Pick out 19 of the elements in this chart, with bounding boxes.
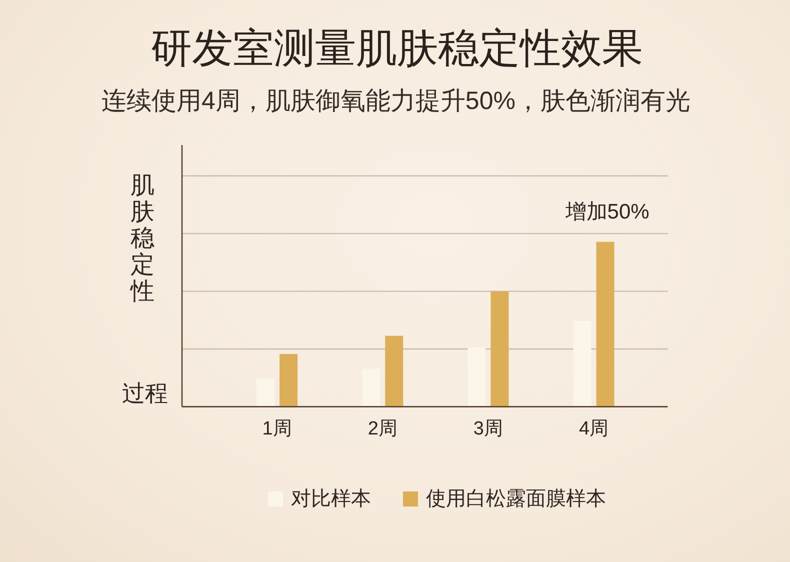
bar [468, 347, 486, 407]
bar [362, 368, 380, 407]
bar [280, 354, 298, 407]
x-tick-label: 2周 [368, 418, 398, 440]
x-tick-label: 3周 [473, 418, 503, 440]
chart-title: 研发室测量肌肤稳定性效果 [151, 25, 643, 71]
bar [490, 291, 509, 407]
x-tick-label: 4周 [579, 418, 609, 440]
y-axis-title: 肌肤稳定性 [130, 172, 154, 304]
bar [573, 320, 592, 407]
x-tick-label: 1周 [262, 418, 292, 440]
annotation: 增加50% [564, 200, 650, 224]
chart-subtitle: 连续使用4周，肌肤御氧能力提升50%，肤色渐润有光 [102, 87, 690, 115]
bar [256, 378, 275, 407]
x-axis-title: 过程 [122, 380, 168, 406]
legend-label: 对比样本 [290, 488, 371, 510]
legend-label: 使用白松露面膜样本 [426, 488, 606, 510]
bar [385, 336, 404, 407]
bar [596, 242, 614, 407]
